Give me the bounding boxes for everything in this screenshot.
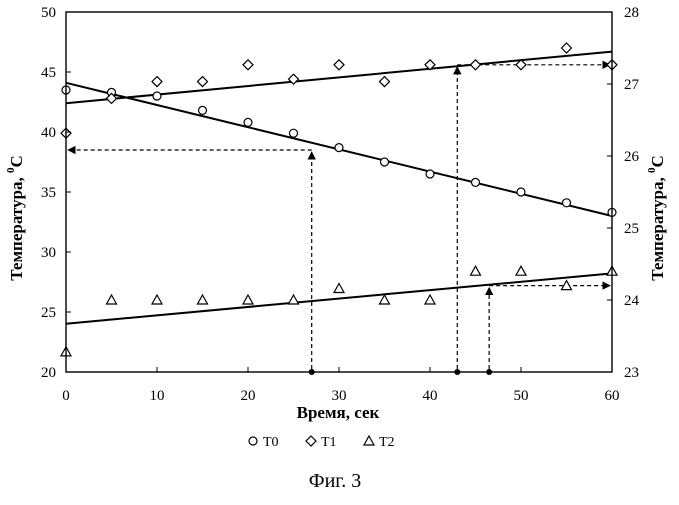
legend-marker-t2: [364, 436, 374, 445]
legend-label-t1: T1: [321, 435, 337, 450]
y-left-tick-label: 45: [41, 65, 56, 81]
point-t1: [152, 77, 162, 87]
point-t2: [152, 295, 162, 304]
x-tick-label: 50: [514, 388, 529, 404]
y-right-tick-label: 27: [624, 77, 640, 93]
legend: T0 T1 T2: [249, 435, 395, 450]
y-right-tick-label: 24: [624, 293, 640, 309]
point-t0: [563, 199, 571, 207]
legend-label-t0: T0: [263, 435, 279, 450]
y-left-tick-label: 20: [41, 365, 56, 381]
x-tick-label: 20: [241, 388, 256, 404]
y-right-tick-label: 26: [624, 149, 640, 165]
point-t1: [380, 77, 390, 87]
point-t2: [425, 295, 435, 304]
y-left-tick-label: 30: [41, 245, 56, 261]
point-t1: [198, 77, 208, 87]
trend-line-t2: [66, 273, 612, 323]
y-left-tick-label: 25: [41, 305, 56, 321]
point-t1: [334, 60, 344, 70]
point-t0: [472, 178, 480, 186]
y-left-tick-label: 35: [41, 185, 56, 201]
point-t2: [198, 295, 208, 304]
point-t0: [517, 188, 525, 196]
marks-layer: [61, 43, 617, 356]
point-t2: [289, 295, 299, 304]
x-tick-label: 10: [150, 388, 165, 404]
x-axis-title: Время, сек: [297, 403, 380, 422]
legend-marker-t1: [306, 436, 316, 446]
figure-caption: Фиг. 3: [309, 470, 361, 492]
guides-layer: [68, 65, 610, 375]
point-t0: [244, 118, 252, 126]
point-t2: [334, 283, 344, 292]
point-t0: [381, 158, 389, 166]
point-t2: [516, 266, 526, 275]
x-tick-label: 0: [62, 388, 70, 404]
point-t2: [380, 295, 390, 304]
legend-marker-t0: [249, 437, 257, 445]
y-left-tick-label: 40: [41, 125, 56, 141]
y-right-tick-label: 23: [624, 365, 639, 381]
y-right-tick-label: 28: [624, 5, 639, 21]
y-right-tick-label: 25: [624, 221, 639, 237]
point-t0: [335, 144, 343, 152]
point-t0: [153, 92, 161, 100]
y-left-tick-label: 50: [41, 5, 56, 21]
point-t0: [199, 106, 207, 114]
x-tick-label: 30: [332, 388, 347, 404]
y-right-axis-title: Температура, 0С: [646, 155, 667, 281]
point-t2: [243, 295, 253, 304]
point-t2: [107, 295, 117, 304]
x-tick-label: 40: [423, 388, 438, 404]
x-tick-label: 60: [605, 388, 620, 404]
point-t0: [290, 129, 298, 137]
point-t1: [471, 60, 481, 70]
point-t1: [243, 60, 253, 70]
point-t1: [562, 43, 572, 53]
legend-label-t2: T2: [379, 435, 395, 450]
y-left-axis-title: Температура, 0С: [5, 155, 26, 281]
point-t2: [471, 266, 481, 275]
point-t0: [426, 170, 434, 178]
